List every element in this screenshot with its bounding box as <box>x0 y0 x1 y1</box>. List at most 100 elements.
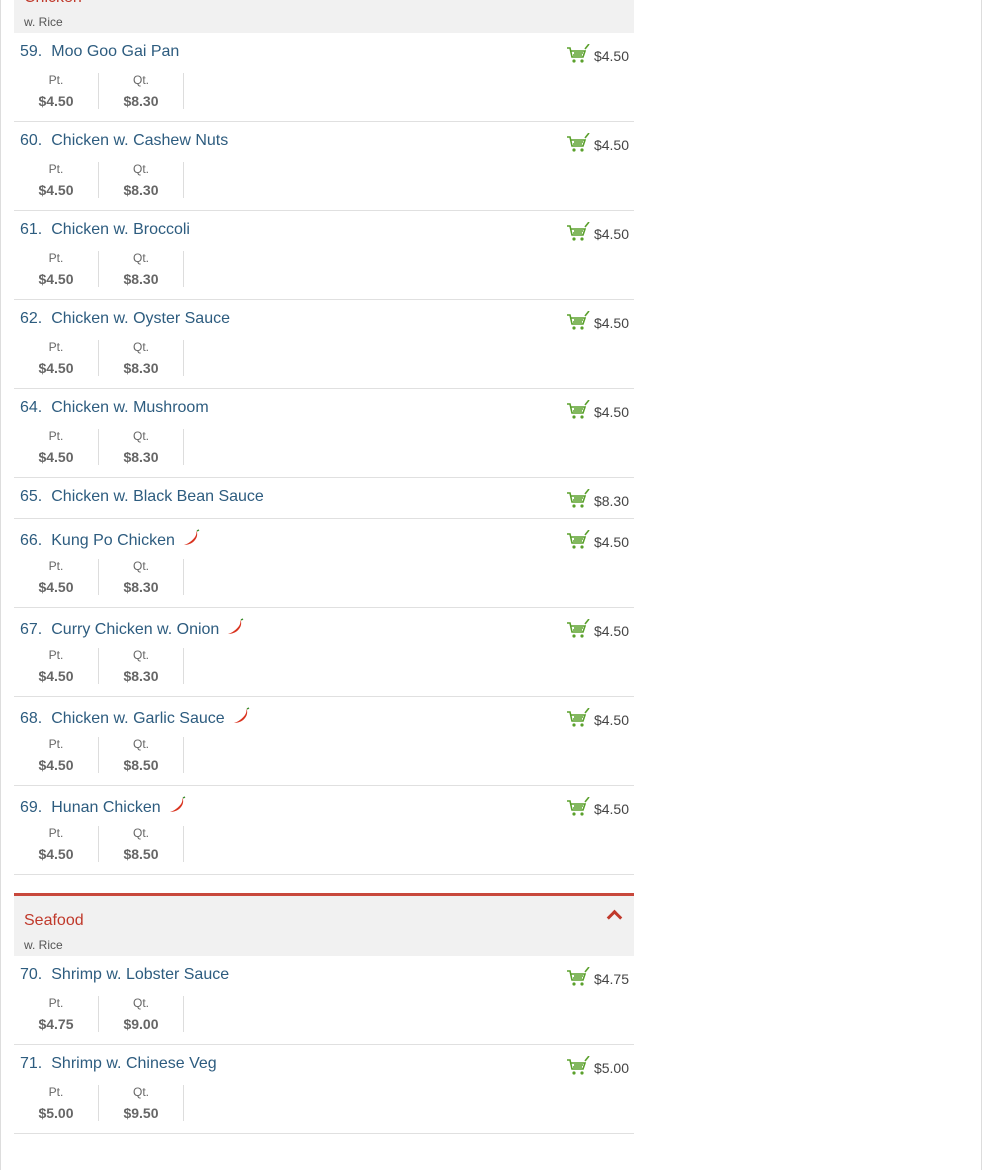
add-to-cart-button[interactable]: $4.50 <box>566 529 629 553</box>
chevron-up-icon[interactable] <box>606 909 623 926</box>
item-title[interactable]: 68. Chicken w. Garlic Sauce <box>20 707 250 730</box>
menu-item[interactable]: 69. Hunan Chicken $4.50 Pt. $4.50 Qt. $8… <box>14 786 634 875</box>
size-price: $9.00 <box>123 1016 159 1032</box>
size-option[interactable]: Pt. $4.50 <box>14 251 99 287</box>
size-option[interactable]: Pt. $4.50 <box>14 737 99 773</box>
add-to-cart-button[interactable]: $4.50 <box>566 399 629 423</box>
chili-pepper-icon <box>161 796 186 819</box>
menu-item[interactable]: 59. Moo Goo Gai Pan $4.50 Pt. $4.50 Qt. … <box>14 33 634 122</box>
item-number: 61. <box>20 221 43 238</box>
menu-item[interactable]: 66. Kung Po Chicken $4.50 Pt. $4.50 Qt. … <box>14 519 634 608</box>
size-option[interactable]: Pt. $5.00 <box>14 1085 99 1121</box>
size-option[interactable]: Qt. $8.30 <box>99 340 184 376</box>
size-option[interactable]: Pt. $4.50 <box>14 429 99 465</box>
cart-icon <box>566 707 594 731</box>
menu-list: Chicken w. Rice 59. Moo Goo Gai Pan $4.5… <box>14 0 634 1134</box>
item-title[interactable]: 61. Chicken w. Broccoli <box>20 221 190 239</box>
add-to-cart-button[interactable]: $4.50 <box>566 310 629 334</box>
item-title[interactable]: 64. Chicken w. Mushroom <box>20 399 209 417</box>
menu-item[interactable]: 70. Shrimp w. Lobster Sauce $4.75 Pt. $4… <box>14 956 634 1045</box>
cart-icon <box>566 1055 594 1079</box>
item-name: Curry Chicken w. Onion <box>51 620 220 638</box>
item-price: $5.00 <box>593 1059 629 1076</box>
size-option[interactable]: Qt. $8.30 <box>99 429 184 465</box>
item-name: Moo Goo Gai Pan <box>51 43 180 60</box>
size-options: Pt. $4.50 Qt. $8.50 <box>14 737 184 773</box>
item-number: 59. <box>20 43 43 60</box>
item-number: 60. <box>20 132 43 149</box>
add-to-cart-button[interactable]: $4.50 <box>566 221 629 245</box>
size-option[interactable]: Qt. $9.00 <box>99 996 184 1032</box>
add-to-cart-button[interactable]: $4.75 <box>566 966 629 990</box>
menu-item[interactable]: 65. Chicken w. Black Bean Sauce $8.30 <box>14 478 634 519</box>
item-number: 65. <box>20 488 43 505</box>
item-title[interactable]: 59. Moo Goo Gai Pan <box>20 43 179 61</box>
menu-item[interactable]: 60. Chicken w. Cashew Nuts $4.50 Pt. $4.… <box>14 122 634 211</box>
menu-item[interactable]: 68. Chicken w. Garlic Sauce $4.50 Pt. $4… <box>14 697 634 786</box>
size-price: $8.30 <box>123 271 159 287</box>
add-to-cart-button[interactable]: $4.50 <box>566 618 629 642</box>
cart-icon <box>566 310 594 334</box>
size-price: $4.50 <box>38 449 74 465</box>
item-title[interactable]: 67. Curry Chicken w. Onion <box>20 618 244 641</box>
size-price: $9.50 <box>123 1105 159 1121</box>
size-option[interactable]: Qt. $8.50 <box>99 826 184 862</box>
size-options: Pt. $5.00 Qt. $9.50 <box>14 1085 184 1121</box>
size-label: Pt. <box>48 162 64 176</box>
menu-item[interactable]: 61. Chicken w. Broccoli $4.50 Pt. $4.50 … <box>14 211 634 300</box>
item-title[interactable]: 66. Kung Po Chicken <box>20 529 200 552</box>
size-option[interactable]: Qt. $8.30 <box>99 162 184 198</box>
cart-icon <box>566 399 594 423</box>
size-price: $4.50 <box>38 360 74 376</box>
item-name: Shrimp w. Chinese Veg <box>51 1055 217 1072</box>
item-title[interactable]: 62. Chicken w. Oyster Sauce <box>20 310 230 328</box>
size-option[interactable]: Pt. $4.50 <box>14 73 99 109</box>
size-option[interactable]: Qt. $8.30 <box>99 648 184 684</box>
item-number: 68. <box>20 709 43 727</box>
item-number: 64. <box>20 399 43 416</box>
item-name: Chicken w. Oyster Sauce <box>51 310 230 327</box>
size-label: Qt. <box>132 73 149 87</box>
size-label: Qt. <box>132 251 149 265</box>
category-description: w. Rice <box>24 15 63 29</box>
size-option[interactable]: Pt. $4.50 <box>14 826 99 862</box>
add-to-cart-button[interactable]: $4.50 <box>566 132 629 156</box>
size-option[interactable]: Pt. $4.50 <box>14 559 99 595</box>
category-header[interactable]: Chicken w. Rice <box>14 0 634 33</box>
add-to-cart-button[interactable]: $4.50 <box>566 43 629 67</box>
size-option[interactable]: Pt. $4.50 <box>14 648 99 684</box>
size-label: Pt. <box>48 996 64 1010</box>
size-label: Qt. <box>132 1085 149 1099</box>
item-title[interactable]: 60. Chicken w. Cashew Nuts <box>20 132 228 150</box>
add-to-cart-button[interactable]: $8.30 <box>566 488 629 512</box>
item-title[interactable]: 65. Chicken w. Black Bean Sauce <box>20 488 264 506</box>
add-to-cart-button[interactable]: $4.50 <box>566 707 629 731</box>
size-options: Pt. $4.50 Qt. $8.30 <box>14 73 184 109</box>
item-number: 67. <box>20 620 43 638</box>
size-option[interactable]: Qt. $8.30 <box>99 251 184 287</box>
size-option[interactable]: Pt. $4.50 <box>14 162 99 198</box>
item-title[interactable]: 70. Shrimp w. Lobster Sauce <box>20 966 229 984</box>
size-option[interactable]: Qt. $9.50 <box>99 1085 184 1121</box>
item-name: Chicken w. Cashew Nuts <box>51 132 229 149</box>
size-price: $8.30 <box>123 360 159 376</box>
size-label: Pt. <box>48 559 64 573</box>
size-label: Qt. <box>132 429 149 443</box>
size-price: $4.50 <box>38 579 74 595</box>
add-to-cart-button[interactable]: $4.50 <box>566 796 629 820</box>
item-title[interactable]: 69. Hunan Chicken <box>20 796 186 819</box>
cart-icon <box>566 618 594 642</box>
menu-item[interactable]: 67. Curry Chicken w. Onion $4.50 Pt. $4.… <box>14 608 634 697</box>
menu-item[interactable]: 64. Chicken w. Mushroom $4.50 Pt. $4.50 … <box>14 389 634 478</box>
size-option[interactable]: Pt. $4.75 <box>14 996 99 1032</box>
item-name: Chicken w. Broccoli <box>51 221 190 238</box>
category-header[interactable]: Seafood w. Rice <box>14 893 634 956</box>
size-option[interactable]: Qt. $8.50 <box>99 737 184 773</box>
menu-item[interactable]: 62. Chicken w. Oyster Sauce $4.50 Pt. $4… <box>14 300 634 389</box>
size-option[interactable]: Pt. $4.50 <box>14 340 99 376</box>
size-option[interactable]: Qt. $8.30 <box>99 73 184 109</box>
size-option[interactable]: Qt. $8.30 <box>99 559 184 595</box>
add-to-cart-button[interactable]: $5.00 <box>566 1055 629 1079</box>
item-title[interactable]: 71. Shrimp w. Chinese Veg <box>20 1055 217 1073</box>
chevron-up-icon[interactable] <box>606 0 623 3</box>
